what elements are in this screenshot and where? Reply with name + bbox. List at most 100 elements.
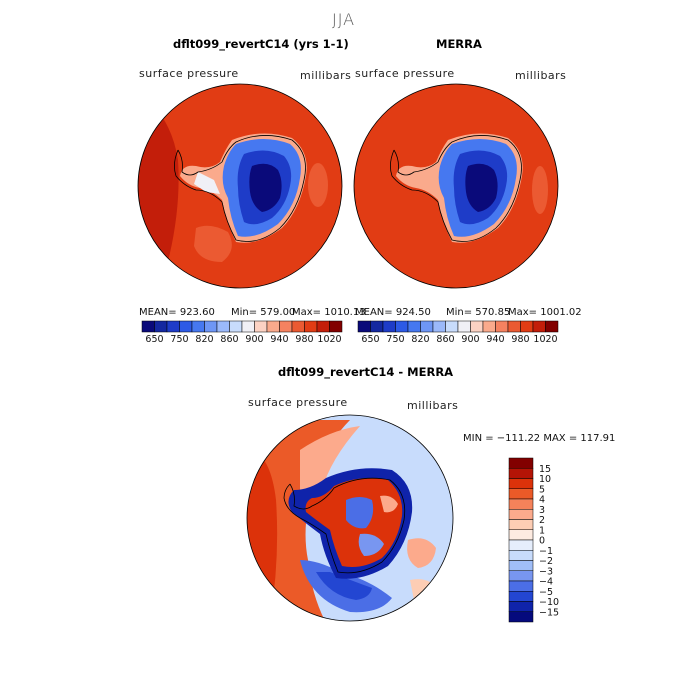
- panel1-variable: surface pressure: [139, 67, 239, 80]
- panel2-colorbar: 650 750 820 860 900 940 980 1020: [357, 320, 559, 345]
- panel3-units: millibars: [407, 399, 459, 412]
- panel2-colorbar-tick-label: 940: [486, 334, 504, 345]
- panel3-map: [246, 414, 454, 622]
- panel3-interior-light: [380, 495, 398, 513]
- panel2-min: Min= 570.85: [446, 307, 511, 318]
- panel3-colorbar-tick-label: −1: [539, 546, 553, 557]
- panel1-plateau-core: [249, 163, 282, 212]
- panel1-colorbar-box: [141, 320, 155, 333]
- panel3-positive-east: [407, 538, 436, 568]
- panel2-colorbar-box: [545, 320, 559, 333]
- panel1-colorbar: 650 750 820 860 900 940 980 1020: [141, 320, 343, 345]
- panel3-colorbar-box: [508, 457, 534, 469]
- panel2-map-border: [353, 83, 559, 289]
- panel1-min: Min= 579.00: [231, 307, 296, 318]
- panel3-positive-north: [300, 426, 360, 490]
- panel3-colorbar-box: [508, 468, 534, 479]
- panel2-colorbar-box: [370, 320, 384, 333]
- panel1-colorbar-box: [291, 320, 305, 333]
- panel3-colorbar-box: [508, 519, 534, 530]
- panel1-colorbar-box: [316, 320, 330, 333]
- panel2-coastline: [390, 135, 522, 242]
- panel2-colorbar-tick-label: 860: [436, 334, 454, 345]
- panel1-ross-sea: [194, 225, 232, 262]
- panel3-colorbar-tick-label: −4: [539, 577, 553, 588]
- panel3-colorbar-box: [508, 539, 534, 551]
- panel3-colorbar-tick-label: 5: [539, 484, 545, 495]
- panel3-colorbar-tick-label: 0: [539, 536, 545, 547]
- panel2-title: MERRA: [436, 37, 482, 51]
- panel3-colorbar-box: [508, 550, 534, 561]
- panel1-colorbar-tick-label: 860: [220, 334, 238, 345]
- panel1-units: millibars: [300, 69, 352, 82]
- panel2-colorbar-tick-label: 1020: [533, 334, 557, 345]
- panel3-colorbar-tick-label: −2: [539, 556, 553, 567]
- panel3-interior-negative-1: [346, 497, 374, 529]
- panel3-colorbar-box: [508, 591, 534, 602]
- panel2-colorbar-box: [457, 320, 471, 333]
- panel2-colorbar-box: [495, 320, 509, 333]
- panel2-colorbar-tick-label: 820: [411, 334, 429, 345]
- panel1-colorbar-tick-label: 900: [245, 334, 263, 345]
- panel1-colorbar-box: [191, 320, 205, 333]
- panel2-colorbar-box: [482, 320, 496, 333]
- panel1-colorbar-box: [204, 320, 218, 333]
- panel3-colorbar-box: [508, 509, 534, 520]
- panel1-title: dflt099_revertC14 (yrs 1-1): [173, 37, 349, 51]
- panel2-colorbar-box: [382, 320, 396, 333]
- season-title: JJA: [332, 10, 356, 29]
- panel1-colorbar-box: [279, 320, 293, 333]
- panel1-colorbar-box: [154, 320, 168, 333]
- panel2-colorbar-box: [432, 320, 446, 333]
- panel1-colorbar-tick-label: 1020: [317, 334, 341, 345]
- panel3-colorbar-tick-label: 15: [539, 464, 551, 475]
- panel3-map-border: [246, 414, 454, 622]
- panel3-colorbar-tick-label: −15: [539, 607, 559, 618]
- panel2-map: [353, 83, 559, 289]
- panel2-units: millibars: [515, 69, 567, 82]
- panel3-negative-south-core: [316, 572, 372, 600]
- panel2-plateau-core: [465, 163, 498, 212]
- panel2-colorbar-box: [407, 320, 421, 333]
- panel2-colorbar-box: [445, 320, 459, 333]
- panel1-map: [137, 83, 343, 289]
- panel1-colorbar-tick-label: 820: [195, 334, 213, 345]
- panel2-colorbar-box: [532, 320, 546, 333]
- panel1-colorbar-tick-label: 940: [270, 334, 288, 345]
- panel3-colorbar-box: [508, 478, 534, 489]
- panel2-variable: surface pressure: [355, 67, 455, 80]
- panel1-mean: MEAN= 923.60: [139, 307, 215, 318]
- panel2-colorbar-box: [395, 320, 409, 333]
- panel3-title: dflt099_revertC14 - MERRA: [278, 365, 454, 379]
- panel1-map-border: [137, 83, 343, 289]
- panel2-colorbar-tick-label: 900: [461, 334, 479, 345]
- panel1-colorbar-tick-label: 650: [145, 334, 163, 345]
- panel1-colorbar-box: [179, 320, 193, 333]
- panel3-colorbar-box: [508, 611, 534, 623]
- panel1-colorbar-box: [254, 320, 268, 333]
- panel1-max: Max= 1010.13: [292, 307, 366, 318]
- panel1-colorbar-box: [166, 320, 180, 333]
- panel3-variable: surface pressure: [248, 396, 348, 409]
- panel2-mean: MEAN= 924.50: [355, 307, 431, 318]
- panel3-colorbar-tick-label: 2: [539, 515, 545, 526]
- panel1-ice-shelf: [194, 172, 220, 194]
- panel3-colorbar-box: [508, 580, 534, 592]
- panel3-colorbar-tick-label: 10: [539, 474, 551, 485]
- panel3-colorbar-box: [508, 570, 534, 582]
- panel3-colorbar-box: [508, 529, 534, 541]
- panel2-colorbar-box: [507, 320, 521, 333]
- panel1-colorbar-box: [329, 320, 343, 333]
- panel2-colorbar-tick-label: 750: [386, 334, 404, 345]
- panel3-colorbar-tick-label: −5: [539, 587, 553, 598]
- panel3-colorbar-tick-label: 4: [539, 495, 545, 506]
- panel1-colorbar-box: [216, 320, 230, 333]
- panel2-high-east: [532, 166, 548, 214]
- panel2-colorbar-tick-label: 980: [511, 334, 529, 345]
- panel2-colorbar-box: [420, 320, 434, 333]
- panel2-colorbar-box: [520, 320, 534, 333]
- panel1-high-east: [308, 163, 328, 207]
